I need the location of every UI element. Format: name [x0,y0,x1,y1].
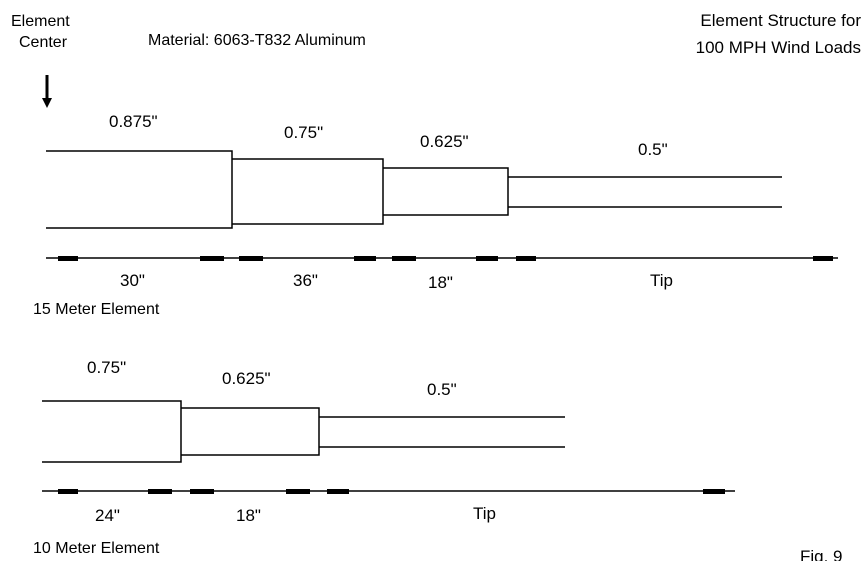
diameter-label: 0.875" [109,112,158,131]
element-10m-outline [42,400,565,463]
diameter-label: 0.5" [638,140,668,159]
element-center-label-line1: Element [11,13,70,30]
length-label: 18" [236,506,261,525]
figure-label: Fig. 9 [800,547,843,561]
diameter-label: 0.75" [284,123,324,142]
element-15m-label: 15 Meter Element [33,301,160,318]
length-label: 18" [428,273,453,292]
length-label: 30" [120,271,145,290]
element-15m-outline [46,150,782,229]
material-label: Material: 6063-T832 Aluminum [148,32,366,49]
element-10m-dimension-line [42,489,735,494]
length-label: Tip [473,504,496,523]
diameter-label: 0.5" [427,380,457,399]
title-line1: Element Structure for [700,11,861,30]
diameter-label: 0.625" [420,132,469,151]
title-line2: 100 MPH Wind Loads [695,38,861,57]
diameter-label: 0.75" [87,358,127,377]
length-label: 24" [95,506,120,525]
length-label: 36" [293,271,318,290]
element-10m-label: 10 Meter Element [33,540,160,557]
element-center-label-line2: Center [19,34,68,51]
element-15m-dimension-line [46,256,838,261]
diameter-label: 0.625" [222,369,271,388]
length-label: Tip [650,271,673,290]
element-center-arrow [42,75,52,108]
